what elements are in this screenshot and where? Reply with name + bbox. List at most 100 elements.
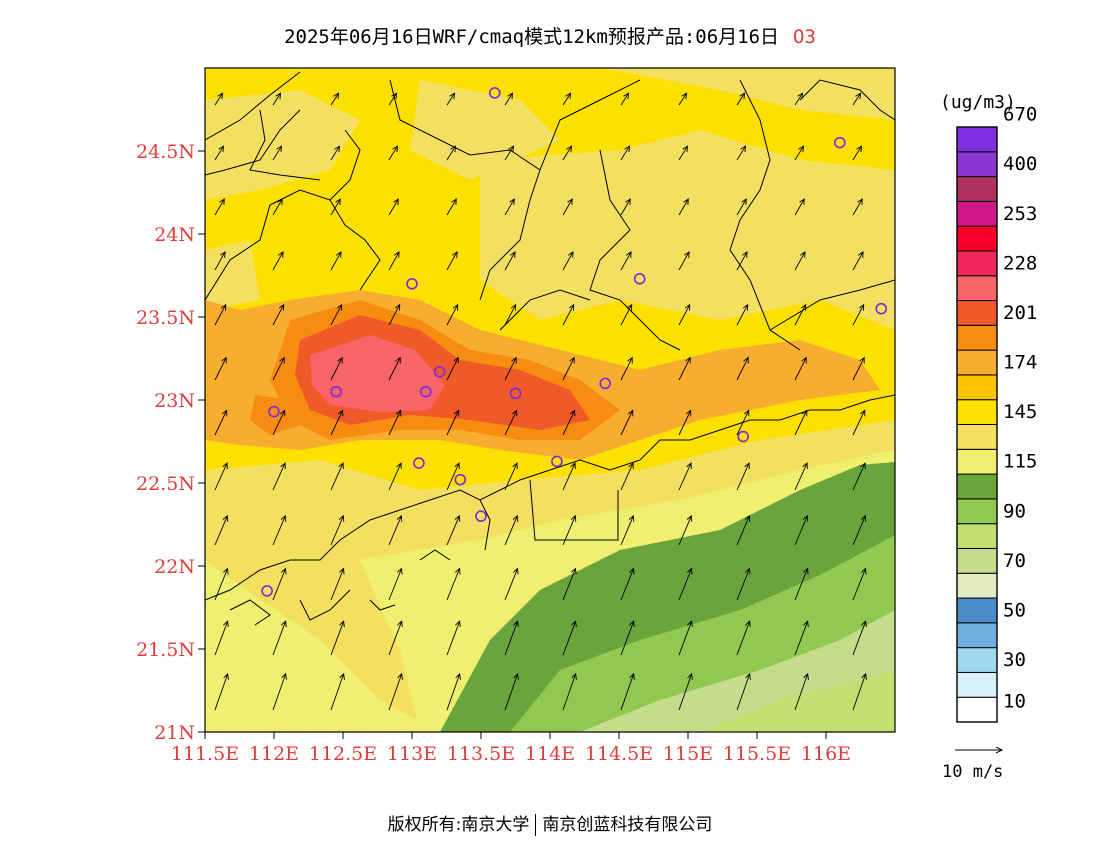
- latitude-axis: 21N 21.5N 22N 22.5N 23N 23.5N 24N 24.5N: [136, 141, 205, 744]
- wind-arrow: [620, 199, 630, 216]
- wind-arrow: [214, 674, 228, 711]
- wind-arrow: [736, 621, 750, 656]
- wind-arrow: [736, 410, 749, 436]
- wind-arrow: [852, 199, 862, 216]
- wind-arrow: [330, 199, 340, 216]
- wind-arrow: [678, 674, 692, 711]
- wind-arrow: [852, 305, 864, 326]
- colorbar-label: 228: [1003, 252, 1037, 274]
- wind-arrow: [620, 674, 634, 711]
- wind-arrow: [446, 199, 456, 216]
- lon-tick-label: 112E: [249, 743, 299, 765]
- wind-arrow: [214, 358, 226, 381]
- wind-arrow: [214, 516, 227, 546]
- wind-arrow: [388, 199, 398, 216]
- wind-arrow: [330, 674, 344, 711]
- wind-arrow: [272, 569, 286, 601]
- wind-arrow: [736, 305, 748, 326]
- wind-arrow: [214, 569, 228, 601]
- wind-arrow: [330, 358, 342, 381]
- boundary-lines: [205, 71, 895, 626]
- wind-arrow: [446, 305, 458, 326]
- station-marker: [488, 87, 501, 99]
- colorbar-label: 50: [1003, 599, 1026, 621]
- colorbar-swatch: [956, 696, 998, 723]
- wind-arrow: [852, 358, 864, 381]
- station-marker: [433, 365, 446, 378]
- lat-tick-label: 22.5N: [136, 473, 195, 495]
- wind-arrow: [272, 305, 284, 326]
- wind-arrow: [504, 199, 514, 216]
- wind-arrow: [678, 463, 691, 491]
- lon-tick-label: 111.5E: [171, 743, 239, 765]
- wind-arrow: [678, 516, 691, 546]
- wind-arrow: [736, 358, 748, 381]
- wind-arrow: [446, 674, 460, 711]
- colorbar-swatch: [956, 200, 998, 227]
- colorbar-label: 201: [1003, 302, 1037, 324]
- wind-arrow: [620, 146, 629, 161]
- station-marker: [454, 473, 467, 486]
- station-marker: [406, 277, 418, 290]
- lat-tick-label: 24N: [154, 224, 195, 246]
- wind-arrow: [562, 305, 574, 326]
- wind-arrow: [446, 516, 459, 546]
- wind-arrow: [736, 252, 747, 271]
- wind-arrow: [388, 410, 401, 436]
- wind-arrow: [214, 410, 227, 436]
- wind-arrow: [852, 621, 866, 656]
- wind-arrow: [794, 199, 804, 216]
- wind-arrow: [446, 93, 455, 106]
- wind-arrow: [794, 463, 807, 491]
- wind-arrow: [330, 93, 339, 106]
- wind-arrow: [272, 463, 285, 491]
- wind-arrow: [562, 93, 571, 106]
- wind-arrow: [272, 410, 285, 436]
- wind-arrow: [678, 146, 687, 161]
- wind-arrow: [214, 199, 224, 216]
- wind-arrow: [794, 674, 808, 711]
- colorbar-label: 400: [1003, 153, 1037, 175]
- wind-reference-label: 10 m/s: [942, 762, 1004, 782]
- wind-vectors: [214, 93, 866, 711]
- wind-arrow: [562, 516, 575, 546]
- wind-arrow: [330, 146, 339, 161]
- wind-arrow: [504, 463, 517, 491]
- colorbar-swatch: [956, 498, 998, 525]
- colorbar-swatch: [956, 300, 998, 326]
- wind-arrow: [388, 252, 399, 271]
- wind-arrow: [852, 252, 863, 271]
- wind-arrow: [620, 93, 629, 106]
- wind-arrow: [678, 621, 692, 656]
- wind-arrow: [272, 93, 281, 106]
- wind-arrow: [446, 252, 457, 271]
- wind-arrow: [736, 463, 749, 491]
- wind-arrow: [388, 93, 397, 106]
- colorbar-swatch: [956, 399, 998, 426]
- station-marker: [551, 455, 563, 468]
- colorbar-unit: (ug/m3): [940, 92, 1016, 113]
- wind-arrow: [504, 516, 517, 546]
- wind-arrow: [794, 358, 806, 381]
- colorbar-label: 70: [1003, 550, 1026, 572]
- colorbar-swatch: [956, 671, 998, 698]
- colorbar-swatch: [956, 324, 998, 351]
- lon-tick-label: 112.5E: [309, 743, 377, 765]
- wind-arrow: [562, 621, 576, 656]
- colorbar-swatch: [956, 349, 998, 376]
- wind-arrow: [620, 252, 631, 271]
- colorbar-swatch: [956, 424, 998, 450]
- wind-arrow: [330, 410, 343, 436]
- colorbar-swatch: [956, 126, 998, 153]
- wind-arrow: [504, 674, 518, 711]
- wind-arrow: [214, 621, 228, 656]
- colorbar-label: 115: [1003, 451, 1037, 473]
- wind-arrow: [736, 146, 745, 161]
- footer-right: 南京创蓝科技有限公司: [542, 815, 713, 835]
- station-marker: [413, 457, 425, 469]
- wind-arrow: [794, 93, 803, 106]
- wind-arrow: [504, 410, 517, 436]
- wind-arrow: [272, 358, 284, 381]
- wind-arrow: [504, 93, 513, 106]
